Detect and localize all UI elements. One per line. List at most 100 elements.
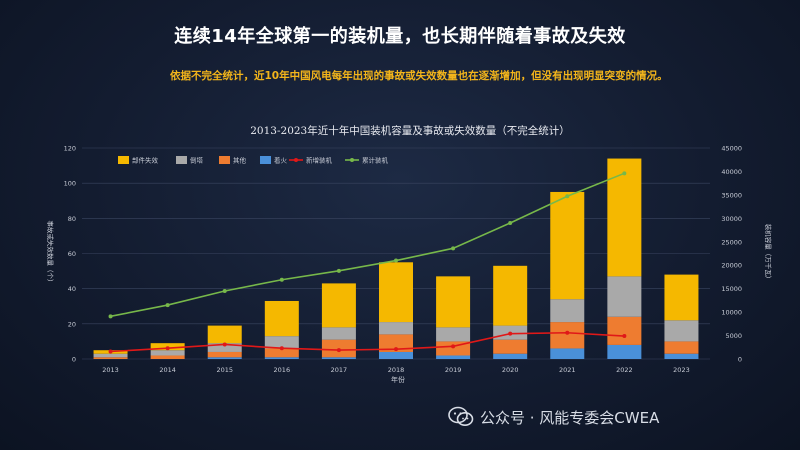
bar-segment	[264, 348, 299, 358]
legend-label: 倒塔	[190, 156, 204, 165]
bar-segment	[264, 357, 299, 359]
slide-subtitle: 依据不完全统计，近10年中国风电每年出现的事故或失效数量也在逐渐增加，但没有出现…	[170, 70, 668, 82]
slide-title: 连续14年全球第一的装机量，也长期伴随着事故及失效	[174, 26, 626, 47]
y-right-tick-label: 30000	[721, 215, 742, 223]
y-left-tick-label: 40	[68, 285, 76, 293]
bar-segment	[607, 344, 642, 359]
y-right-tick-label: 15000	[721, 285, 742, 293]
y-right-axis-label: 装机容量（万千瓦）	[764, 224, 773, 283]
bar-segment	[607, 276, 642, 317]
bar-segment	[550, 322, 585, 349]
bar-segment	[264, 300, 299, 337]
series-point	[394, 347, 398, 352]
legend-swatch-marker	[294, 158, 298, 162]
bar-segment	[550, 191, 585, 300]
series-point	[336, 268, 341, 273]
bar-segment	[379, 262, 413, 323]
bar-segment	[550, 348, 585, 359]
x-tick-label: 2020	[502, 366, 519, 374]
bar-segment	[379, 351, 413, 359]
y-left-tick-label: 0	[72, 356, 76, 364]
y-left-axis-label: 事故或失效数量（个）	[46, 221, 55, 286]
x-tick-label: 2013	[102, 366, 119, 374]
x-tick-label: 2021	[559, 366, 576, 374]
y-left-tick-label: 100	[64, 180, 76, 188]
watermark-text: 公众号 · 风能专委会CWEA	[480, 408, 660, 427]
bar-segment	[207, 343, 242, 352]
x-tick-label: 2022	[616, 366, 633, 374]
bar-segment	[664, 341, 699, 354]
bar-segment	[150, 355, 185, 359]
legend-swatch	[260, 156, 271, 164]
y-right-tick-label: 40000	[721, 168, 742, 176]
series-point	[508, 221, 513, 226]
series-point	[565, 194, 570, 199]
series-point	[222, 342, 227, 347]
legend-label: 累计装机	[362, 156, 389, 165]
y-left-tick-label: 80	[68, 215, 76, 223]
legend-swatch	[118, 156, 129, 164]
series-point	[165, 303, 170, 308]
y-left-tick-label: 120	[64, 145, 76, 153]
legend-swatch-marker	[350, 158, 354, 162]
series-point	[508, 331, 513, 336]
bar-segment	[664, 274, 699, 321]
series-point	[165, 346, 170, 351]
bar-segment	[664, 320, 699, 342]
bar-segment	[493, 353, 528, 359]
legend-label: 新增装机	[306, 156, 333, 165]
bar-segment	[379, 334, 413, 352]
bar-segment	[493, 265, 528, 326]
bar-segment	[379, 322, 413, 335]
legend-label: 部件失效	[132, 156, 159, 165]
x-tick-label: 2018	[388, 366, 405, 374]
bar-segment	[321, 327, 356, 340]
x-tick-label: 2017	[331, 366, 348, 374]
y-left-tick-label: 60	[68, 250, 76, 258]
watermark: 公众号 · 风能专委会CWEA	[448, 406, 659, 428]
legend-label: 着火	[274, 156, 288, 165]
bar-segment	[436, 276, 471, 328]
x-tick-label: 2014	[159, 366, 176, 374]
y-right-tick-label: 0	[738, 356, 742, 364]
bar-segment	[664, 353, 699, 359]
bar-segment	[607, 316, 642, 345]
legend-label: 其他	[233, 156, 247, 165]
series-line	[110, 172, 625, 318]
chart-title: 2013-2023年近十年中国装机容量及事故或失效数量（不完全统计）	[250, 124, 570, 137]
bar-segment	[436, 355, 471, 359]
y-right-tick-label: 20000	[721, 262, 742, 270]
bar-segment	[436, 327, 471, 342]
y-right-tick-label: 5000	[725, 332, 742, 340]
bar-segment	[93, 357, 128, 359]
y-right-tick-label: 25000	[721, 238, 742, 246]
series-point	[279, 346, 284, 351]
bar-segment	[93, 353, 128, 358]
wechat-logo-icon	[448, 406, 474, 426]
series-point	[451, 344, 456, 349]
series-point	[394, 258, 398, 263]
series-line	[110, 331, 625, 353]
y-right-tick-label: 10000	[721, 309, 742, 317]
bar-segment	[493, 339, 528, 354]
y-left-tick-label: 20	[68, 320, 76, 328]
series-point	[108, 349, 113, 354]
bar-segment	[150, 350, 185, 356]
y-right-tick-label: 45000	[721, 145, 742, 153]
x-tick-label: 2016	[274, 366, 291, 374]
x-axis-label: 年份	[391, 375, 405, 384]
x-tick-label: 2019	[445, 366, 462, 374]
series-point	[622, 171, 627, 176]
bar-segment	[264, 336, 299, 349]
bar-segment	[550, 299, 585, 323]
x-tick-label: 2023	[673, 366, 690, 374]
series-point	[108, 314, 113, 319]
bar-segment	[321, 283, 356, 328]
series-point	[622, 334, 627, 339]
bar-segment	[207, 351, 242, 358]
bar-segment	[607, 158, 642, 277]
series-point	[336, 348, 341, 353]
bar-segment	[321, 357, 356, 359]
series-point	[565, 330, 570, 335]
